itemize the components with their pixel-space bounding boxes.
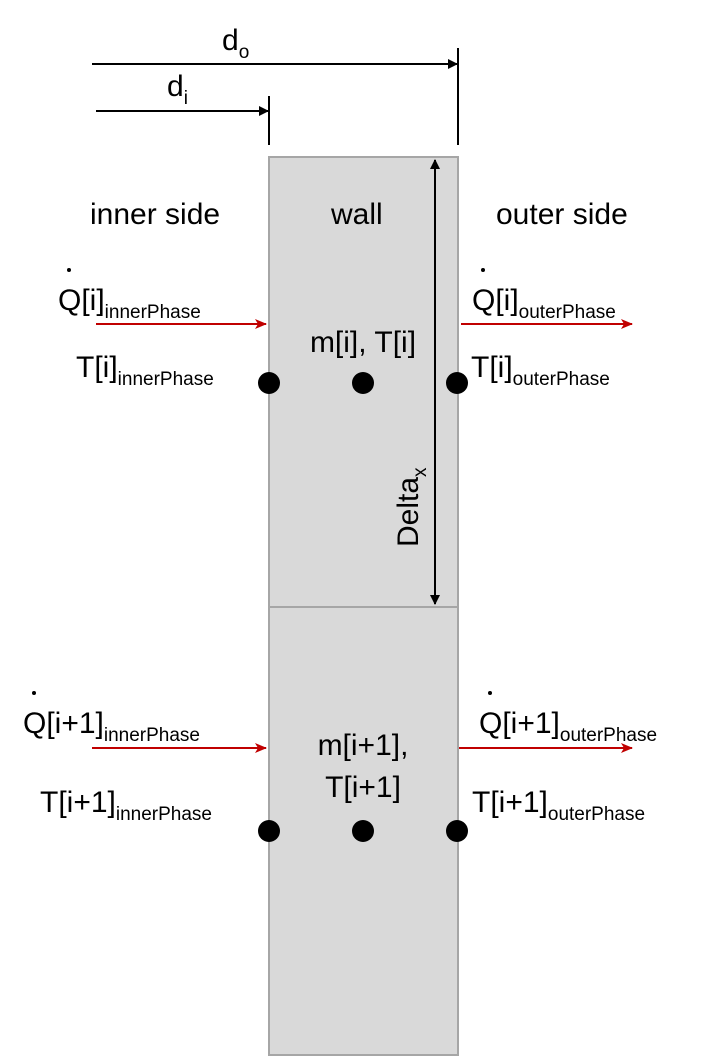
node-center-i xyxy=(352,372,374,394)
delta-x-label: Deltax xyxy=(392,467,431,547)
cell-state-label-i: m[i], T[i] xyxy=(310,326,416,359)
q-dot-outer-i xyxy=(481,268,485,272)
header-outer-side: outer side xyxy=(496,198,628,231)
q-dot-inner-i xyxy=(67,268,71,272)
q-inner-label-i1: Q[i+1]innerPhase xyxy=(23,707,200,746)
node-outer-i1 xyxy=(446,820,468,842)
header-inner-side: inner side xyxy=(90,198,220,231)
t-inner-label-i1: T[i+1]innerPhase xyxy=(40,786,212,825)
q-outer-label-i1: Q[i+1]outerPhase xyxy=(479,707,657,746)
t-outer-label-i1: T[i+1]outerPhase xyxy=(472,786,645,825)
header-wall: wall xyxy=(330,198,383,231)
q-inner-label-i: Q[i]innerPhase xyxy=(58,284,201,323)
q-dot-inner-i1 xyxy=(32,691,36,695)
q-dot-outer-i1 xyxy=(488,691,492,695)
d-outer-label: do xyxy=(222,24,249,63)
node-inner-i xyxy=(258,372,280,394)
q-outer-label-i: Q[i]outerPhase xyxy=(472,284,616,323)
node-inner-i1 xyxy=(258,820,280,842)
d-inner-label: di xyxy=(167,70,188,109)
node-center-i1 xyxy=(352,820,374,842)
cell-state-label-i1-line2: T[i+1] xyxy=(325,771,401,804)
node-outer-i xyxy=(446,372,468,394)
t-inner-label-i: T[i]innerPhase xyxy=(76,351,214,390)
t-outer-label-i: T[i]outerPhase xyxy=(471,351,610,390)
cell-state-label-i1-line1: m[i+1], xyxy=(318,729,409,762)
